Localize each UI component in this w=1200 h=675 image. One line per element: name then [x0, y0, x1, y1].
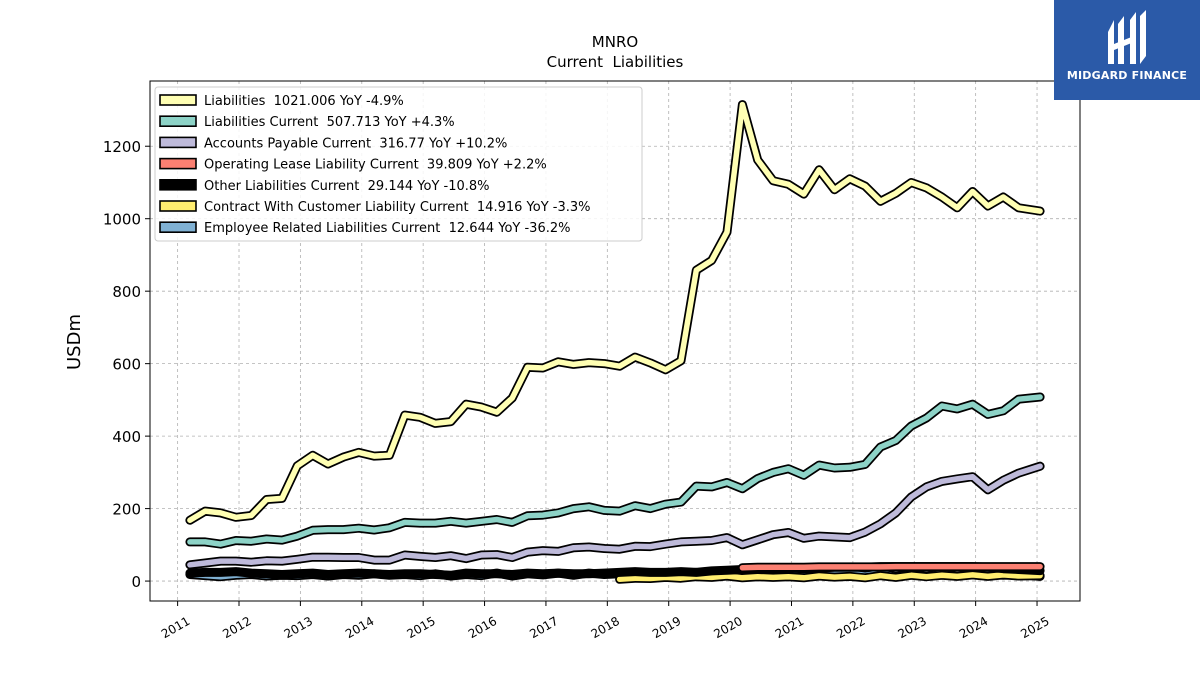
- series-line: [187, 394, 1043, 547]
- legend-label: Employee Related Liabilities Current 12.…: [204, 221, 570, 236]
- legend-swatch: [159, 179, 197, 191]
- y-tick-label: 0: [131, 573, 141, 591]
- brand-name: MIDGARD FINANCE: [1066, 69, 1188, 82]
- x-tick-label: 2025: [1018, 614, 1051, 641]
- series-line: [739, 563, 1043, 571]
- x-tick-label: 2017: [527, 614, 560, 641]
- plot-frame: [149, 80, 1081, 602]
- y-axis-ticks: 0 200 400 600 800 1000 1200: [103, 138, 150, 591]
- legend-swatch: [159, 157, 197, 170]
- x-tick-label: 2016: [466, 614, 499, 641]
- x-tick-label: 2023: [896, 614, 929, 641]
- legend-swatch: [159, 136, 197, 149]
- series-line: [187, 463, 1043, 568]
- x-tick-label: 2022: [834, 614, 867, 641]
- series-line: [616, 572, 1043, 583]
- legend-box: [154, 86, 643, 242]
- x-tick-label: 2011: [159, 614, 192, 641]
- series-outline: [185, 392, 1045, 549]
- x-tick-label: 2020: [711, 614, 744, 641]
- legend-label: Accounts Payable Current 316.77 YoY +10.…: [204, 136, 507, 151]
- y-tick-label: 1000: [103, 211, 141, 229]
- legend-swatch: [159, 221, 197, 233]
- y-tick-label: 600: [112, 356, 141, 374]
- y-tick-label: 400: [112, 428, 141, 446]
- x-tick-label: 2024: [957, 614, 990, 641]
- legend: Liabilities 1021.006 YoY -4.9% Liabilitie…: [154, 86, 643, 242]
- chart-title: MNRO: [592, 33, 638, 51]
- brand-emblem-icon: [1108, 10, 1146, 64]
- legend-label: Contract With Customer Liability Current…: [204, 200, 590, 215]
- legend-swatch: [159, 94, 197, 106]
- legend-label: Liabilities 1021.006 YoY -4.9%: [204, 94, 404, 109]
- legend-label: Operating Lease Liability Current 39.809…: [204, 158, 547, 173]
- series-lines: [185, 100, 1045, 584]
- legend-label: Liabilities Current 507.713 YoY +4.3%: [204, 115, 455, 130]
- x-tick-label: 2015: [404, 614, 437, 641]
- y-tick-label: 200: [112, 501, 141, 519]
- x-tick-label: 2019: [650, 614, 683, 641]
- series-line: [187, 101, 1043, 523]
- legend-label: Other Liabilities Current 29.144 YoY -10…: [204, 179, 490, 194]
- y-tick-label: 1200: [103, 138, 141, 156]
- x-tick-label: 2014: [343, 614, 376, 641]
- brand-logo: MIDGARD FINANCE: [1054, 0, 1200, 100]
- y-tick-label: 800: [112, 283, 141, 301]
- legend-swatch: [159, 200, 197, 212]
- x-tick-label: 2012: [220, 614, 253, 641]
- legend-swatch: [159, 115, 197, 127]
- x-axis-ticks: 2011 2012 2013 2014 2015 2016 2017 2018 2019 2020…: [159, 601, 1052, 641]
- chart-subtitle: Current Liabilities: [547, 53, 684, 71]
- x-tick-label: 2018: [589, 614, 622, 641]
- x-tick-label: 2021: [773, 614, 806, 641]
- legend-entries: Liabilities 1021.006 YoY -4.9% Liabilitie…: [159, 94, 590, 236]
- x-tick-label: 2013: [282, 614, 315, 641]
- y-axis-label: USDm: [64, 314, 85, 370]
